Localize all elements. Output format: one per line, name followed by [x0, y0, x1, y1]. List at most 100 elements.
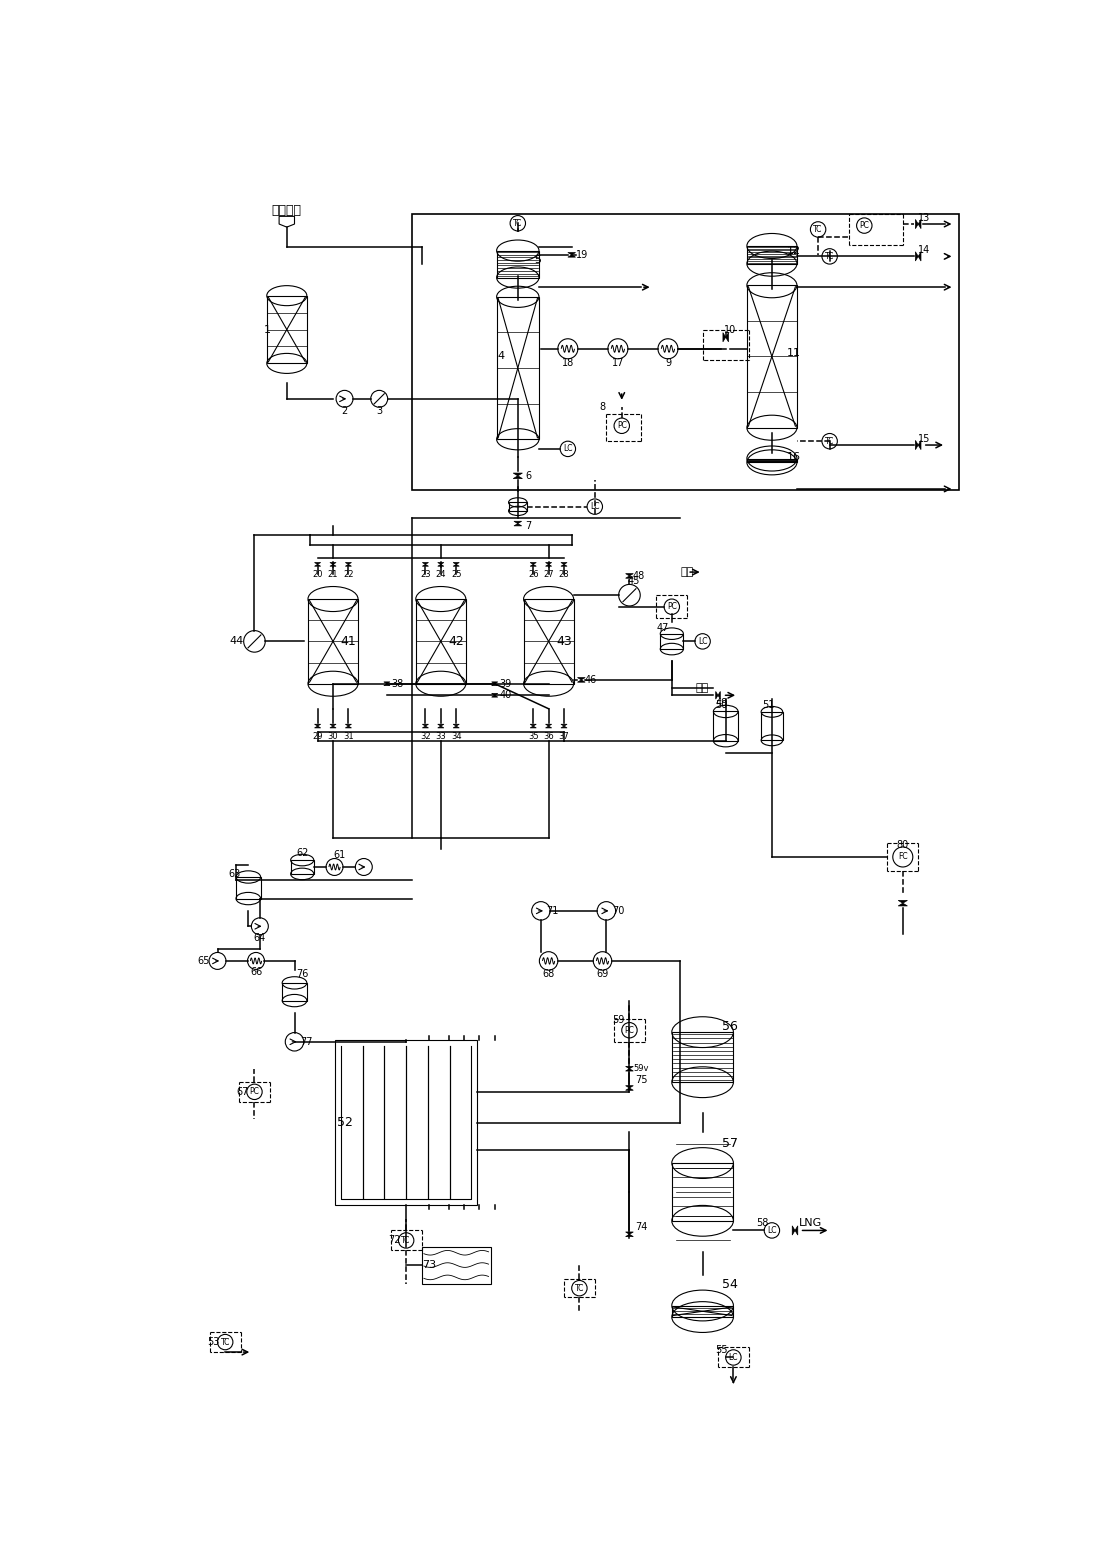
Polygon shape	[626, 574, 634, 575]
Polygon shape	[626, 1069, 634, 1071]
Bar	[422, 1247, 490, 1283]
Polygon shape	[916, 251, 918, 260]
Polygon shape	[437, 725, 444, 726]
Polygon shape	[345, 563, 352, 564]
Text: 16: 16	[787, 452, 800, 461]
Text: 76: 76	[296, 970, 309, 979]
Polygon shape	[715, 692, 719, 698]
Text: 2: 2	[342, 407, 347, 416]
Text: TC: TC	[575, 1283, 584, 1292]
Bar	[672, 1032, 734, 1082]
Text: 31: 31	[343, 731, 354, 741]
Text: PC: PC	[249, 1087, 259, 1096]
Polygon shape	[530, 726, 537, 728]
Text: 49: 49	[715, 698, 728, 708]
Polygon shape	[626, 1066, 634, 1069]
Text: LC: LC	[590, 502, 599, 511]
Polygon shape	[514, 524, 521, 525]
Polygon shape	[314, 563, 321, 564]
Text: 47: 47	[657, 622, 669, 633]
Polygon shape	[314, 564, 321, 566]
Text: 28: 28	[559, 571, 570, 578]
Text: 14: 14	[918, 245, 930, 256]
Bar	[497, 296, 539, 440]
Text: 68: 68	[542, 970, 554, 979]
Bar	[508, 502, 527, 511]
Bar	[291, 861, 314, 875]
Polygon shape	[329, 564, 336, 566]
Polygon shape	[545, 725, 552, 726]
Bar	[415, 599, 466, 684]
Text: FC: FC	[898, 853, 908, 862]
Polygon shape	[898, 903, 907, 906]
Polygon shape	[491, 695, 498, 697]
Text: 5: 5	[534, 256, 541, 265]
Polygon shape	[545, 726, 552, 728]
Text: 放空: 放空	[681, 567, 694, 577]
Text: 19: 19	[576, 249, 588, 260]
Text: 80: 80	[897, 840, 909, 850]
Text: 24: 24	[435, 571, 446, 578]
Polygon shape	[916, 220, 918, 229]
Text: 71: 71	[547, 906, 559, 915]
Polygon shape	[568, 254, 575, 257]
Text: 26: 26	[528, 571, 539, 578]
Text: LNG: LNG	[799, 1218, 822, 1228]
Text: 27: 27	[543, 571, 554, 578]
Polygon shape	[491, 681, 498, 684]
Bar	[660, 633, 683, 649]
Text: 4: 4	[497, 351, 505, 362]
Polygon shape	[453, 563, 460, 564]
Text: 21: 21	[327, 571, 338, 578]
Text: 11: 11	[787, 348, 800, 357]
Polygon shape	[422, 563, 429, 564]
Polygon shape	[453, 726, 460, 728]
Polygon shape	[723, 332, 726, 341]
Text: LC: LC	[698, 638, 707, 645]
Polygon shape	[383, 681, 390, 684]
Polygon shape	[422, 726, 429, 728]
Text: 77: 77	[300, 1037, 312, 1046]
Polygon shape	[545, 563, 552, 564]
Text: TC: TC	[401, 1236, 411, 1246]
Polygon shape	[422, 725, 429, 726]
Text: 66: 66	[250, 968, 262, 977]
Bar	[747, 458, 797, 463]
Polygon shape	[626, 1232, 634, 1235]
Bar	[713, 711, 738, 741]
Polygon shape	[453, 725, 460, 726]
Text: 17: 17	[612, 357, 624, 368]
Bar	[282, 982, 306, 1001]
Polygon shape	[530, 725, 537, 726]
Polygon shape	[626, 1235, 634, 1236]
Text: 煤矿瓦斯: 煤矿瓦斯	[272, 204, 302, 217]
Bar	[335, 1040, 477, 1205]
Polygon shape	[626, 575, 634, 578]
Polygon shape	[719, 692, 721, 698]
Text: 41: 41	[341, 635, 356, 649]
Text: LC: LC	[767, 1225, 777, 1235]
Text: 56: 56	[722, 1020, 737, 1034]
Text: 75: 75	[635, 1076, 647, 1085]
Polygon shape	[545, 564, 552, 566]
Polygon shape	[491, 684, 498, 686]
Bar	[267, 296, 306, 363]
Text: 3: 3	[376, 407, 382, 416]
Text: TC: TC	[220, 1338, 230, 1347]
Text: 72: 72	[388, 1235, 401, 1246]
Text: 25: 25	[451, 571, 462, 578]
Text: 57: 57	[722, 1137, 737, 1151]
Text: 10: 10	[724, 324, 736, 335]
Text: 8: 8	[599, 402, 606, 412]
Text: 59: 59	[612, 1015, 624, 1026]
Text: 59v: 59v	[634, 1065, 649, 1073]
Text: 1: 1	[264, 324, 271, 335]
Polygon shape	[792, 1225, 795, 1235]
Text: 65: 65	[197, 956, 209, 967]
Polygon shape	[561, 726, 568, 728]
Text: 23: 23	[420, 571, 431, 578]
Text: 29: 29	[312, 731, 323, 741]
Text: 51: 51	[763, 700, 775, 709]
Text: LC: LC	[728, 1353, 738, 1363]
Text: PC: PC	[625, 1026, 635, 1035]
